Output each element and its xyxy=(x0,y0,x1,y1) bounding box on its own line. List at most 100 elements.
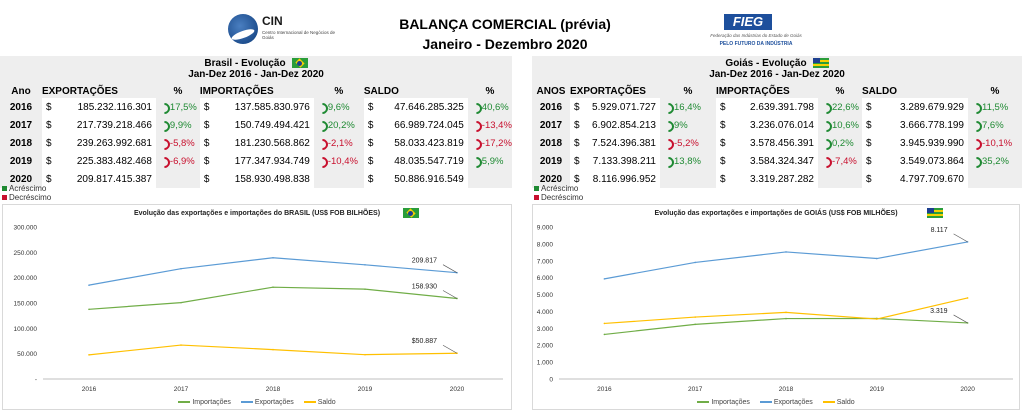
page-title: BALANÇA COMERCIAL (prévia) Janeiro - Dez… xyxy=(380,14,630,54)
annotation-leader-line xyxy=(442,344,458,354)
change-imp: 22,6% xyxy=(818,98,862,116)
row-year: 2016 xyxy=(0,98,42,116)
change-exp: 9% xyxy=(660,116,716,134)
change-saldo: -13,4% xyxy=(467,116,512,134)
change-value: 7,6% xyxy=(982,119,1004,131)
increase-arrow-icon xyxy=(970,102,980,112)
brazil-flag-icon xyxy=(291,58,308,69)
data-point xyxy=(180,344,182,346)
value-saldo: 50.886.916.549 xyxy=(373,170,468,188)
brasil-table: Ano EXPORTAÇÕES % IMPORTAÇÕES % SALDO % … xyxy=(0,84,512,188)
change-exp: 13,8% xyxy=(660,152,716,170)
value-saldo: 3.289.679.929 xyxy=(872,98,968,116)
goias-title: Goiás - Evolução xyxy=(725,58,807,69)
increase-swatch xyxy=(534,186,539,192)
currency-symbol: $ xyxy=(199,116,210,134)
value-saldo: 3.666.778.199 xyxy=(872,116,968,134)
data-point xyxy=(785,317,787,320)
currency-symbol: $ xyxy=(716,170,726,188)
value-exp: 7.524.396.381 xyxy=(580,134,660,152)
change-value: 17,5% xyxy=(169,101,197,113)
y-tick-label: 200.000 xyxy=(14,275,38,282)
increase-arrow-icon xyxy=(970,120,980,130)
value-imp: 3.319.287.282 xyxy=(726,170,818,188)
x-tick-label: 2016 xyxy=(597,386,612,393)
currency-symbol: $ xyxy=(570,170,580,188)
annotation-leader-line xyxy=(953,233,968,243)
decrease-swatch xyxy=(2,195,7,201)
goias-flag-icon xyxy=(812,58,829,69)
annotation-leader-line xyxy=(442,290,458,299)
currency-symbol: $ xyxy=(199,170,210,188)
y-tick-label: 0 xyxy=(549,377,553,384)
value-imp: 177.347.934.749 xyxy=(209,152,314,170)
currency-symbol: $ xyxy=(363,134,374,152)
brasil-chart-svg: - 50.000 100.000 150.000 200.000 250.000 300.0… xyxy=(14,225,503,393)
change-exp: 17,5% xyxy=(155,98,200,116)
data-point xyxy=(785,311,787,314)
fieg-subtitle: Federação das Indústrias do Estado de Go… xyxy=(710,33,802,38)
y-tick-label: 3.000 xyxy=(537,326,554,333)
y-tick-label: 6.000 xyxy=(537,275,554,282)
goias-period: Jan-Dez 2016 - Jan-Dez 2020 xyxy=(709,69,845,80)
data-point xyxy=(272,286,274,288)
change-saldo: 5,9% xyxy=(467,152,512,170)
change-exp: 16,4% xyxy=(660,98,716,116)
title-line-2: Janeiro - Dezembro 2020 xyxy=(422,36,588,52)
change-value: -2,1% xyxy=(327,137,353,149)
change-value: 22,6% xyxy=(832,101,859,113)
data-point xyxy=(88,284,90,286)
change-value: 5,9% xyxy=(481,155,504,167)
value-saldo: 4.797.709.670 xyxy=(872,170,968,188)
currency-symbol: $ xyxy=(862,170,872,188)
data-label: 8.117 xyxy=(931,227,948,234)
value-exp: 239.263.992.681 xyxy=(51,134,156,152)
decrease-arrow-icon xyxy=(970,138,980,148)
col-imp-pct: % xyxy=(313,84,364,98)
currency-symbol: $ xyxy=(363,98,374,116)
legend-item-importacoes: Importações xyxy=(178,399,231,406)
y-tick-label: 9.000 xyxy=(537,225,554,232)
change-imp xyxy=(818,170,862,188)
data-label: 209.817 xyxy=(412,258,437,265)
brasil-table-header: Ano EXPORTAÇÕES % IMPORTAÇÕES % SALDO % xyxy=(0,84,512,98)
currency-symbol: $ xyxy=(41,98,52,116)
col-imp-pct: % xyxy=(818,84,862,98)
x-tick-label: 2016 xyxy=(82,386,97,393)
change-imp: 10,6% xyxy=(818,116,862,134)
currency-symbol: $ xyxy=(199,98,210,116)
change-value: 13,8% xyxy=(674,155,701,167)
title-line-1: BALANÇA COMERCIAL (prévia) xyxy=(399,16,611,32)
currency-symbol: $ xyxy=(716,116,726,134)
value-saldo: 48.035.547.719 xyxy=(373,152,468,170)
change-saldo: 7,6% xyxy=(968,116,1022,134)
value-saldo: 3.945.939.990 xyxy=(872,134,968,152)
change-value: 9,6% xyxy=(327,101,350,113)
change-exp: -5,8% xyxy=(155,134,200,152)
y-tick-label: 150.000 xyxy=(14,301,38,308)
currency-symbol: $ xyxy=(41,170,52,188)
data-point xyxy=(272,348,274,351)
legend-increase: Acréscimo xyxy=(541,184,579,193)
value-imp: 181.230.568.862 xyxy=(209,134,314,152)
goias-change-legend: Acréscimo Decréscimo xyxy=(534,184,583,202)
annotation-leader-line xyxy=(442,264,458,273)
data-point xyxy=(272,256,274,259)
value-imp: 3.578.456.391 xyxy=(726,134,818,152)
y-tick-label: 250.000 xyxy=(14,250,38,257)
data-point xyxy=(88,308,90,311)
table-row: 2018 $7.524.396.381 -5,2% $3.578.456.391 0,2… xyxy=(532,134,1022,152)
change-exp: -5,2% xyxy=(660,134,716,152)
currency-symbol: $ xyxy=(716,134,726,152)
change-imp xyxy=(313,170,364,188)
brazil-flag-icon xyxy=(403,208,419,218)
change-value: -10,4% xyxy=(327,155,358,167)
data-point xyxy=(180,301,182,304)
increase-arrow-icon xyxy=(470,156,480,166)
goias-chart-svg: 0 1.000 2.000 3.000 4.000 5.000 6.000 7.000 8.00… xyxy=(537,225,1013,393)
brasil-title: Brasil - Evolução xyxy=(204,58,286,69)
goias-table-header: ANOS EXPORTAÇÕES % IMPORTAÇÕES % SALDO % xyxy=(532,84,1022,98)
brasil-chart-legend: Importações Exportações Saldo xyxy=(3,399,511,406)
value-exp: 8.116.996.952 xyxy=(580,170,660,188)
row-year: 2020 xyxy=(532,170,570,188)
